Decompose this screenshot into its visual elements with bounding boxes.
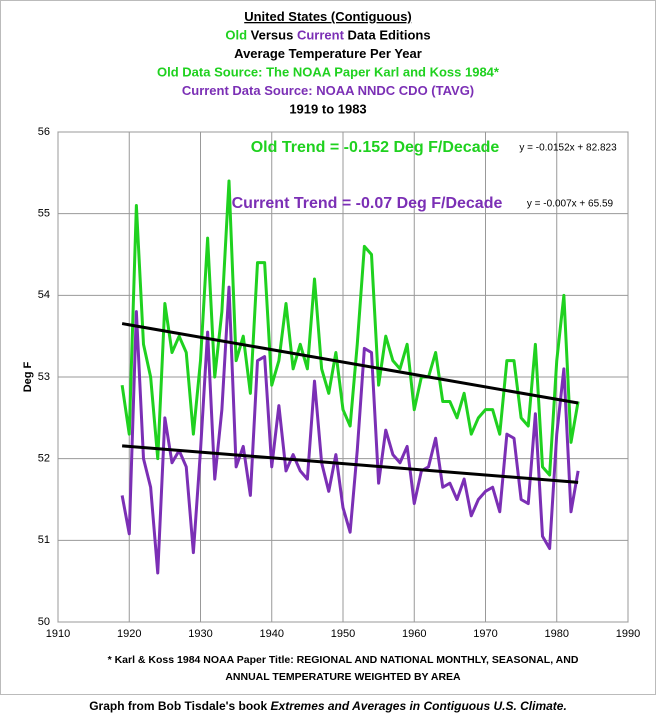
footnote: ANNUAL TEMPERATURE WEIGHTED BY AREA xyxy=(225,671,461,683)
title-line: Average Temperature Per Year xyxy=(234,46,422,61)
x-tick-label: 1960 xyxy=(402,628,426,640)
footnote: * Karl & Koss 1984 NOAA Paper Title: REG… xyxy=(108,654,579,666)
title-part: Old xyxy=(225,28,247,43)
x-tick-label: 1910 xyxy=(46,628,70,640)
trend-label: Old Trend = -0.152 Deg F/Decade xyxy=(251,139,500,156)
y-tick-label: 54 xyxy=(38,289,50,301)
x-tick-label: 1920 xyxy=(117,628,141,640)
credit: Graph from Bob Tisdale's book Extremes a… xyxy=(89,699,567,713)
data-line xyxy=(120,179,580,477)
trend-line xyxy=(122,444,579,484)
x-tick-label: 1990 xyxy=(616,628,640,640)
x-tick-label: 1970 xyxy=(473,628,497,640)
title-part: United States (Contiguous) xyxy=(244,9,412,24)
title-part: 1919 to 1983 xyxy=(289,102,366,117)
y-tick-label: 50 xyxy=(38,616,50,628)
y-tick-label: 55 xyxy=(38,208,50,220)
credit-part: Graph from Bob Tisdale's book xyxy=(89,699,270,713)
x-tick-label: 1950 xyxy=(331,628,355,640)
data-line xyxy=(120,285,580,575)
title-part: Old Data Source: The NOAA Paper Karl and… xyxy=(157,65,500,80)
title-line: United States (Contiguous) xyxy=(244,9,412,24)
x-tick-label: 1980 xyxy=(545,628,569,640)
y-tick-label: 56 xyxy=(38,126,50,138)
title-part: Current Data Source: NOAA NNDC CDO (TAVG… xyxy=(182,83,474,98)
credit-part: Extremes and Averages in Contiguous U.S.… xyxy=(271,699,567,713)
y-axis-label: Deg F xyxy=(22,361,34,392)
trend-label: Current Trend = -0.07 Deg F/Decade xyxy=(232,195,503,212)
y-tick-label: 53 xyxy=(38,371,50,383)
x-tick-label: 1930 xyxy=(188,628,212,640)
title-part: Versus xyxy=(251,28,294,43)
y-tick-label: 51 xyxy=(38,534,50,546)
title-part: Average Temperature Per Year xyxy=(234,46,422,61)
title-line: Current Data Source: NOAA NNDC CDO (TAVG… xyxy=(182,83,474,98)
trend-line xyxy=(121,322,579,405)
title-part: Current xyxy=(297,28,345,43)
title-part: Data Editions xyxy=(348,28,431,43)
trend-equation: y = -0.0152x + 82.823 xyxy=(519,143,617,154)
y-tick-label: 52 xyxy=(38,453,50,465)
chart-frame xyxy=(0,0,656,695)
title-line: 1919 to 1983 xyxy=(289,102,366,117)
title-line: Old Versus Current Data Editions xyxy=(225,28,430,43)
x-tick-label: 1940 xyxy=(260,628,284,640)
trend-equation: y = -0.007x + 65.59 xyxy=(527,199,614,210)
title-line: Old Data Source: The NOAA Paper Karl and… xyxy=(157,65,500,80)
